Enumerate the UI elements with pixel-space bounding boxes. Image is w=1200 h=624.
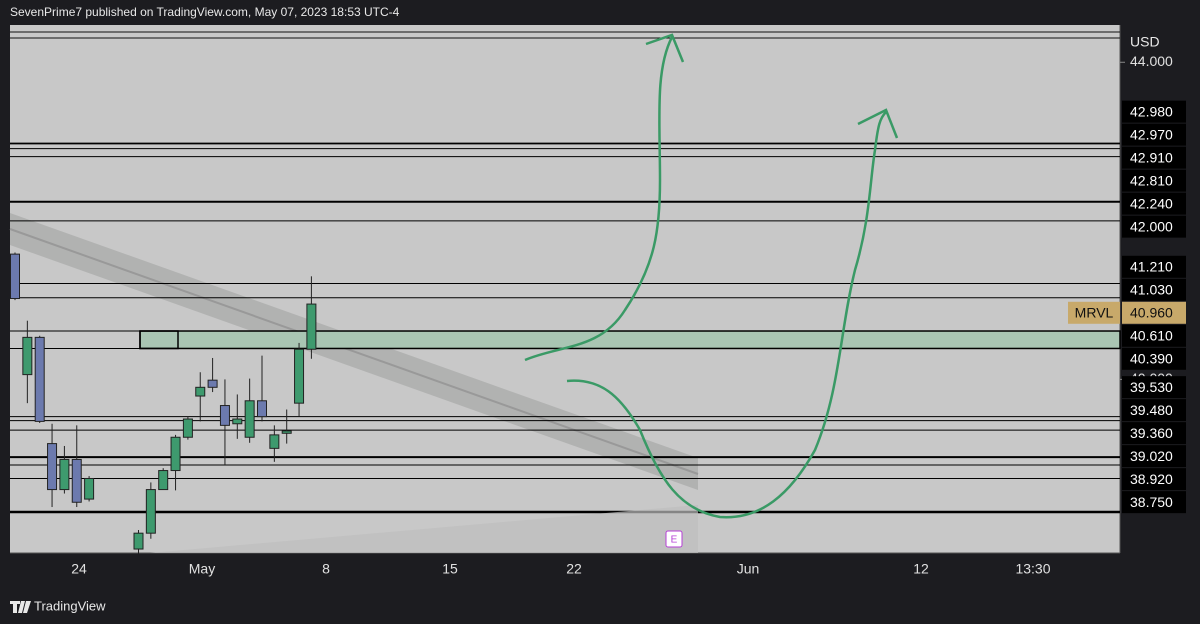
level-price-label: 42.810: [1130, 172, 1173, 188]
level-price-label: 39.360: [1130, 425, 1173, 441]
candle-body: [294, 348, 305, 404]
level-price-box: [1122, 491, 1186, 514]
level-price-label: 41.030: [1130, 281, 1173, 297]
candle-body: [281, 430, 292, 434]
price-axis: 44.00040.00042.98042.97042.91042.81042.2…: [1068, 53, 1186, 514]
brand: TradingView: [34, 598, 106, 613]
candle-body: [219, 405, 230, 426]
candle-body: [22, 336, 33, 376]
level-price-label: 42.000: [1130, 218, 1173, 234]
level-price-box: [1122, 347, 1186, 370]
candle-body: [34, 336, 45, 422]
x-tick-label: Jun: [737, 561, 760, 577]
x-tick-label: 22: [566, 561, 582, 577]
level-price-label: 42.980: [1130, 103, 1173, 119]
y-tick-label: 44.000: [1130, 53, 1173, 69]
earnings-label: E: [671, 535, 678, 546]
candle-body: [306, 303, 317, 350]
x-tick-label: 12: [913, 561, 929, 577]
support-zone: [139, 330, 1121, 350]
level-price-label: 38.920: [1130, 471, 1173, 487]
candle-body: [257, 400, 267, 418]
level-price-label: 40.390: [1130, 350, 1173, 366]
earnings-marker[interactable]: [665, 530, 683, 548]
candle-body: [207, 379, 218, 388]
x-tick-label: 13:30: [1015, 561, 1050, 577]
arrow-drawing: [566, 108, 899, 519]
candle-body: [170, 436, 181, 472]
level-price-box: [1122, 468, 1186, 491]
level-price-label: 40.610: [1130, 327, 1173, 343]
level-price-box: [1122, 376, 1186, 399]
level-price-box: [1122, 192, 1186, 215]
level-price-box: [1122, 123, 1186, 146]
candle-body: [158, 470, 169, 491]
level-price-label: 42.970: [1130, 126, 1173, 142]
channel-mid: [9, 228, 699, 475]
level-price-box: [1122, 278, 1186, 301]
levels: [10, 142, 1121, 479]
candles: [10, 252, 317, 554]
level-price-label: 42.240: [1130, 195, 1173, 211]
last-price-box: [1122, 301, 1186, 324]
candle-body: [59, 458, 70, 491]
level-price-label: 38.750: [1130, 494, 1173, 510]
candle-body: [10, 253, 20, 300]
candle-body: [232, 418, 243, 425]
level-price-box: [1122, 100, 1186, 123]
currency: USD: [1130, 34, 1160, 50]
candle-body: [195, 386, 206, 397]
level-price-label: 39.020: [1130, 448, 1173, 464]
brand-logo: [10, 601, 31, 613]
level-price-box: [1122, 215, 1186, 238]
last-price-label: 40.960: [1130, 304, 1173, 320]
candle-body: [269, 434, 280, 449]
level-price-box: [1122, 169, 1186, 192]
x-tick-label: 8: [322, 561, 330, 577]
level-price-box: [1122, 422, 1186, 445]
symbol-label: MRVL: [1075, 304, 1114, 320]
candle-body: [71, 458, 82, 503]
level-price-label: 41.210: [1130, 258, 1173, 274]
candle-body: [133, 532, 144, 550]
channel-lower: [150, 505, 698, 553]
candle-body: [182, 418, 193, 438]
candle-body: [145, 489, 156, 534]
symbol-box: [1068, 301, 1120, 324]
x-tick-label: 24: [71, 561, 87, 577]
level-price-box: [1122, 255, 1186, 278]
candle-body: [47, 443, 58, 491]
level-price-box: [1122, 399, 1186, 422]
time-axis: 24 May 8 15 22 Jun 12 13:30: [71, 561, 1051, 577]
level-price-box: [1122, 146, 1186, 169]
level-price-label: 42.910: [1130, 149, 1173, 165]
arrow-drawing: [524, 33, 685, 362]
level-price-box: [1122, 324, 1186, 347]
candle-body: [84, 477, 95, 500]
level-price-label: 39.480: [1130, 402, 1173, 418]
level-price-label: 39.530: [1130, 379, 1173, 395]
candle-body: [244, 400, 255, 438]
x-tick-label: May: [189, 561, 215, 577]
x-tick-label: 15: [442, 561, 458, 577]
level-price-box: [1122, 445, 1186, 468]
header-text: SevenPrime7 published on TradingView.com…: [10, 5, 400, 19]
